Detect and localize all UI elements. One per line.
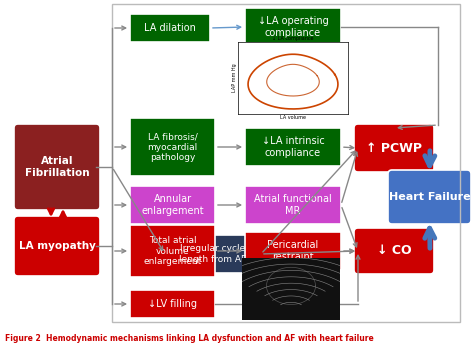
Text: Total atrial
volume
enlargement: Total atrial volume enlargement — [143, 236, 201, 266]
Text: Pericardial
restraint: Pericardial restraint — [267, 240, 319, 262]
X-axis label: LA volume: LA volume — [280, 115, 306, 120]
FancyBboxPatch shape — [14, 124, 100, 210]
Text: ↓ CO: ↓ CO — [377, 245, 411, 257]
Text: Annular
enlargement: Annular enlargement — [141, 194, 204, 216]
FancyBboxPatch shape — [130, 118, 215, 176]
FancyBboxPatch shape — [354, 228, 434, 274]
FancyBboxPatch shape — [130, 225, 215, 277]
FancyBboxPatch shape — [354, 124, 434, 172]
Y-axis label: LAP mm Hg: LAP mm Hg — [232, 64, 237, 92]
FancyBboxPatch shape — [130, 14, 210, 42]
Text: LA dilation: LA dilation — [144, 23, 196, 33]
FancyBboxPatch shape — [130, 186, 215, 224]
FancyBboxPatch shape — [245, 232, 341, 270]
FancyBboxPatch shape — [245, 128, 341, 166]
FancyBboxPatch shape — [130, 290, 215, 318]
FancyBboxPatch shape — [165, 235, 261, 273]
Bar — [112, 4, 460, 322]
Text: LA fibrosis/
myocardial
pathology: LA fibrosis/ myocardial pathology — [147, 132, 198, 162]
Text: ↓LA operating
compliance: ↓LA operating compliance — [258, 16, 328, 38]
FancyBboxPatch shape — [388, 170, 471, 224]
FancyBboxPatch shape — [245, 186, 341, 224]
Text: ↓LA intrinsic
compliance: ↓LA intrinsic compliance — [262, 136, 324, 158]
Text: Irregular cycle
length from AF: Irregular cycle length from AF — [180, 244, 246, 264]
Text: LA myopathy: LA myopathy — [18, 241, 95, 251]
Text: Atrial functional
MR: Atrial functional MR — [254, 194, 332, 216]
Text: Heart Failure: Heart Failure — [389, 192, 470, 202]
Text: Atrial
Fibrillation: Atrial Fibrillation — [25, 156, 89, 178]
Text: Figure 2  Hemodynamic mechanisms linking LA dysfunction and AF with heart failur: Figure 2 Hemodynamic mechanisms linking … — [5, 334, 374, 343]
Text: ↓ LA compliance: ↓ LA compliance — [272, 36, 314, 40]
Text: ↓LV filling: ↓LV filling — [148, 299, 197, 309]
FancyBboxPatch shape — [245, 8, 341, 46]
FancyBboxPatch shape — [14, 216, 100, 276]
Text: ↑ PCWP: ↑ PCWP — [366, 142, 422, 155]
